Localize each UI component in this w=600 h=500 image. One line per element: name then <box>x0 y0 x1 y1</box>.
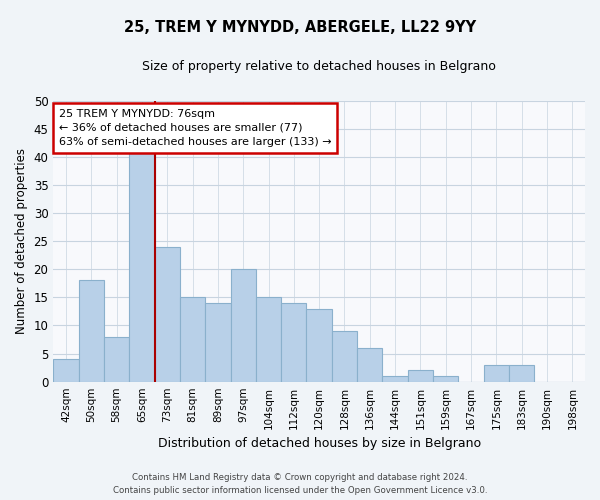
Bar <box>79 280 104 382</box>
Bar <box>53 359 79 382</box>
Bar <box>332 331 357 382</box>
Bar <box>408 370 433 382</box>
Bar <box>230 269 256 382</box>
Text: Contains HM Land Registry data © Crown copyright and database right 2024.
Contai: Contains HM Land Registry data © Crown c… <box>113 474 487 495</box>
Bar <box>104 336 129 382</box>
Bar <box>180 298 205 382</box>
Bar <box>484 365 509 382</box>
Bar <box>357 348 382 382</box>
Bar <box>256 298 281 382</box>
Bar <box>205 303 230 382</box>
Title: Size of property relative to detached houses in Belgrano: Size of property relative to detached ho… <box>142 60 496 73</box>
Text: 25, TREM Y MYNYDD, ABERGELE, LL22 9YY: 25, TREM Y MYNYDD, ABERGELE, LL22 9YY <box>124 20 476 35</box>
Text: 25 TREM Y MYNYDD: 76sqm
← 36% of detached houses are smaller (77)
63% of semi-de: 25 TREM Y MYNYDD: 76sqm ← 36% of detache… <box>59 109 331 147</box>
Bar <box>155 246 180 382</box>
Bar <box>433 376 458 382</box>
Bar <box>509 365 535 382</box>
Bar <box>382 376 408 382</box>
Bar <box>281 303 307 382</box>
Bar <box>307 308 332 382</box>
Y-axis label: Number of detached properties: Number of detached properties <box>15 148 28 334</box>
X-axis label: Distribution of detached houses by size in Belgrano: Distribution of detached houses by size … <box>158 437 481 450</box>
Bar <box>129 151 155 382</box>
